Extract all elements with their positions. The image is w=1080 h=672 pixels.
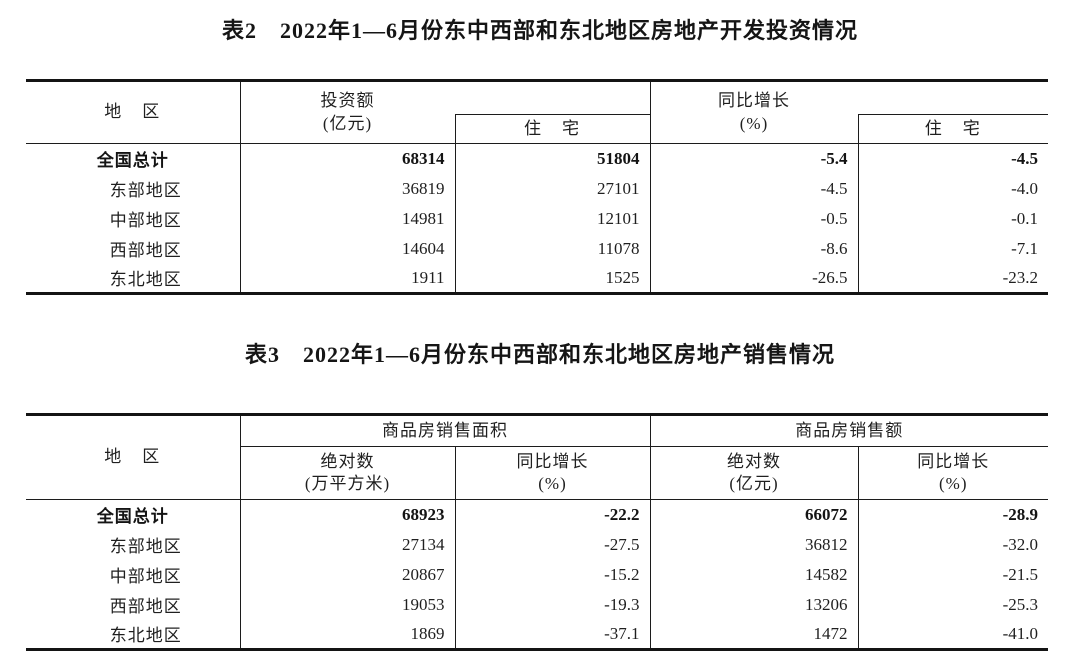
- value-cell: -7.1: [857, 233, 1048, 264]
- sales-area-group-header: 商品房销售面积: [240, 414, 650, 447]
- table-row: 全国总计 68314 51804 -5.4 -4.5: [26, 143, 1048, 174]
- table2-title: 表2 2022年1—6月份东中西部和东北地区房地产开发投资情况: [221, 18, 858, 43]
- table3-title: 表3 2022年1—6月份东中西部和东北地区房地产销售情况: [244, 342, 835, 367]
- value-cell: 27101: [454, 173, 650, 204]
- table-row: 中部地区 20867 -15.2 14582 -21.5: [26, 559, 1048, 590]
- value-cell: -37.1: [454, 619, 650, 650]
- value-cell: -32.0: [857, 529, 1048, 560]
- absolute-area-subheader: 绝对数 (万平方米): [240, 446, 455, 500]
- value-cell: -4.0: [857, 173, 1048, 204]
- value-cell: -0.5: [649, 203, 858, 234]
- region-cell: 中部地区: [109, 211, 182, 230]
- value-cell: 14604: [239, 233, 455, 264]
- region-cell: 中部地区: [109, 567, 182, 586]
- investment-amount-header: 投资额 (亿元): [240, 80, 455, 144]
- value-cell: -26.5: [649, 263, 858, 294]
- region-cell: 东北地区: [109, 626, 182, 646]
- value-cell: 68314: [239, 143, 455, 174]
- area-unit-label: (万平方米): [304, 474, 391, 493]
- region-cell: 东北地区: [109, 270, 182, 290]
- value-cell: 51804: [454, 143, 650, 174]
- value-cell: -19.3: [454, 589, 650, 620]
- value-cell: 20867: [239, 559, 455, 590]
- absolute-value-subheader: 绝对数 (亿元): [649, 446, 858, 500]
- percent-unit-label: (%): [939, 474, 968, 493]
- value-cell: 1911: [239, 263, 455, 294]
- value-cell: -22.2: [454, 499, 650, 530]
- yoy-label: 同比增长: [917, 451, 990, 471]
- table-row: 东北地区 1869 -37.1 1472 -41.0: [26, 619, 1048, 650]
- value-cell: -27.5: [454, 529, 650, 560]
- absolute-label: 绝对数: [320, 451, 375, 471]
- value-cell: -25.3: [857, 589, 1048, 620]
- table-row: 中部地区 14981 12101 -0.5 -0.1: [26, 203, 1048, 234]
- value-cell: -4.5: [857, 143, 1048, 174]
- region-cell: 东部地区: [109, 537, 182, 556]
- yoy-growth-header: 同比增长 (%): [649, 80, 858, 144]
- value-cell: -0.1: [857, 203, 1048, 234]
- value-cell: -4.5: [649, 173, 858, 204]
- residential-subheader: 住 宅: [857, 114, 1048, 144]
- region-column-header: 地 区: [26, 414, 241, 500]
- table2-header-row2: 住 宅 住 宅: [26, 114, 1048, 144]
- absolute-label: 绝对数: [727, 451, 781, 471]
- value-cell: -23.2: [857, 263, 1048, 294]
- value-cell: 12101: [454, 203, 650, 234]
- region-cell: 西部地区: [109, 241, 182, 260]
- region-cell: 东部地区: [109, 181, 182, 200]
- table3-header-row2: 绝对数 (万平方米) 同比增长 (%) 绝对数 (亿元) 同比增长 (%): [26, 446, 1048, 500]
- table-row: 西部地区 19053 -19.3 13206 -25.3: [26, 589, 1048, 620]
- header-spacer: [858, 80, 1048, 115]
- value-cell: 27134: [239, 529, 455, 560]
- value-cell: 1472: [649, 619, 858, 650]
- value-cell: 14582: [649, 559, 858, 590]
- value-cell: -41.0: [857, 619, 1048, 650]
- yoy-area-subheader: 同比增长 (%): [454, 446, 650, 500]
- value-cell: 36812: [649, 529, 858, 560]
- table-row: 全国总计 68923 -22.2 66072 -28.9: [26, 499, 1048, 530]
- value-cell: -28.9: [857, 499, 1048, 530]
- value-cell: 1525: [454, 263, 650, 294]
- table-row: 东部地区 36819 27101 -4.5 -4.0: [26, 173, 1048, 204]
- value-cell: 1869: [239, 619, 455, 650]
- investment-amount-unit: (亿元): [322, 113, 373, 133]
- sales-value-group-header: 商品房销售额: [649, 414, 1048, 447]
- value-cell: 19053: [239, 589, 455, 620]
- investment-amount-label: 投资额: [320, 91, 375, 111]
- yoy-value-subheader: 同比增长 (%): [857, 446, 1048, 500]
- value-cell: -15.2: [454, 559, 650, 590]
- yuan-unit-label: (亿元): [729, 474, 779, 493]
- value-cell: 11078: [454, 233, 650, 264]
- table-row: 东北地区 1911 1525 -26.5 -23.2: [26, 263, 1048, 294]
- table2-header-row1: 地 区 投资额 (亿元) 同比增长 (%): [26, 80, 1048, 144]
- percent-unit-label: (%): [538, 474, 567, 493]
- value-cell: 36819: [239, 173, 455, 204]
- header-spacer: [455, 80, 650, 115]
- value-cell: 14981: [239, 203, 455, 234]
- value-cell: 66072: [649, 499, 858, 530]
- value-cell: -8.6: [649, 233, 858, 264]
- investment-table: 地 区 投资额 (亿元) 同比增长 (%) 住 宅 住 宅 全国总计 68314…: [26, 79, 1048, 295]
- sales-table: 地 区 商品房销售面积 商品房销售额 绝对数 (万平方米) 同比增长 (%) 绝…: [26, 413, 1048, 651]
- residential-subheader: 住 宅: [454, 114, 650, 144]
- yoy-label: 同比增长: [516, 451, 589, 471]
- region-cell: 全国总计: [96, 507, 169, 527]
- region-column-header: 地 区: [26, 80, 241, 144]
- region-cell: 全国总计: [96, 151, 169, 171]
- region-cell: 西部地区: [109, 597, 182, 616]
- table-row: 西部地区 14604 11078 -8.6 -7.1: [26, 233, 1048, 264]
- value-cell: 13206: [649, 589, 858, 620]
- value-cell: -5.4: [649, 143, 858, 174]
- value-cell: -21.5: [857, 559, 1048, 590]
- table-row: 东部地区 27134 -27.5 36812 -32.0: [26, 529, 1048, 560]
- yoy-growth-label: 同比增长: [718, 91, 790, 111]
- table3-header-row1: 地 区 商品房销售面积 商品房销售额: [26, 414, 1048, 500]
- yoy-growth-unit: (%): [739, 113, 769, 133]
- value-cell: 68923: [239, 499, 455, 530]
